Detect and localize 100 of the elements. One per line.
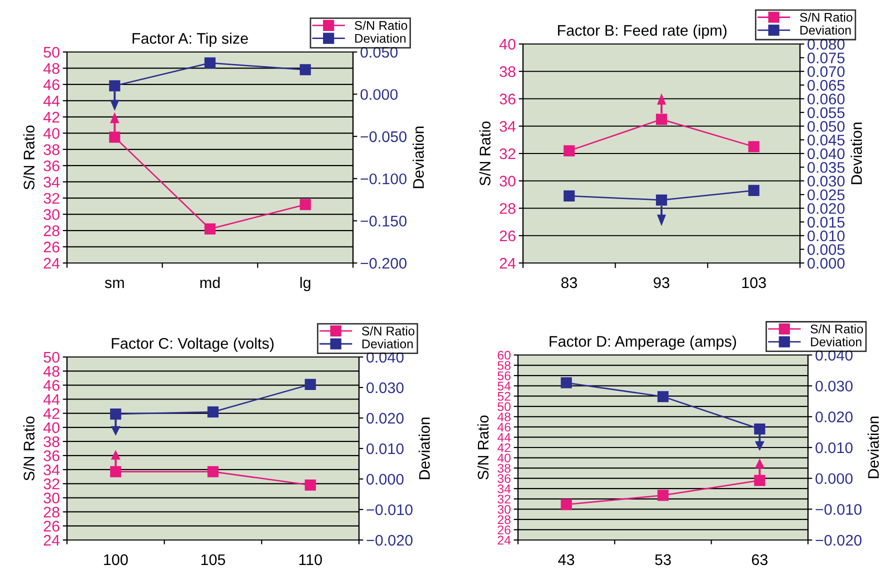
point [109,80,120,92]
x-tick-label: 110 [299,554,322,566]
y2-axis-title: Deviation [850,122,862,184]
y-tick-label: 28 [498,515,511,524]
point [560,377,572,388]
y-tick-label: 30 [44,209,60,220]
y-tick-label: 36 [500,94,516,104]
y-tick-label: 42 [43,408,60,419]
y-tick-label: 34 [44,464,60,476]
point [204,223,216,234]
y-tick-label: 40 [499,38,516,50]
x-tick-label: 93 [654,277,670,288]
y-tick-label: 28 [44,506,60,518]
point [207,406,219,418]
y-tick-label: 36 [44,450,60,462]
x-tick-label: md [200,276,220,288]
x-tick-label: 63 [752,554,768,566]
y-tick-label: 36 [498,474,511,483]
point [754,474,766,486]
y-tick-label: 56 [498,371,511,380]
y2-tick-label: 0.040 [808,148,845,160]
legend-label: Deviation [811,337,862,346]
y-tick-label: 32 [44,478,60,490]
legend-label: S/N Ratio [362,326,414,336]
y-tick-label: 44 [43,96,60,106]
y2-tick-label: −0.200 [360,258,406,269]
y2-tick-label: 0.050 [360,46,398,58]
y2-tick-label: −0.150 [360,216,406,226]
legend-label: S/N Ratio [800,12,852,22]
point [564,145,575,156]
y-tick-label: 48 [43,63,60,74]
y-tick-label: 28 [500,203,516,214]
y-tick-label: 46 [43,79,60,90]
y2-tick-label: 0.045 [808,134,845,146]
y-tick-label: 36 [44,160,60,172]
y2-tick-label: 0.060 [808,94,845,104]
y2-tick-label: 0.040 [366,352,404,363]
y2-tick-label: 0.020 [366,412,404,424]
y-tick-label: 46 [43,380,60,391]
y2-tick-label: 0.080 [808,38,845,50]
y-tick-label: 52 [498,392,510,401]
y2-tick-label: 0.030 [808,176,845,187]
x-tick-label: 105 [201,554,226,566]
y-tick-label: 24 [500,258,516,269]
chart-title: Factor D: Amperage (amps) [550,336,736,350]
y2-tick-label: 0.010 [808,230,845,242]
point [300,64,311,76]
chart-title: Factor B: Feed rate (ipm) [558,24,726,39]
y-tick-label: 24 [44,534,60,546]
y-tick-label: 42 [43,112,60,122]
point [204,57,216,69]
y-tick-label: 42 [497,443,510,452]
y2-tick-label: −0.020 [366,534,412,546]
y-tick-label: 54 [498,382,511,390]
y2-tick-label: −0.010 [366,504,412,516]
y2-axis-title: Deviation [418,418,430,480]
legend-label: Deviation [800,25,851,35]
y2-tick-label: −0.020 [816,534,862,546]
legend-label: Deviation [362,339,413,348]
y-tick-label: 48 [43,366,60,377]
y-tick-label: 32 [44,192,60,204]
y-tick-label: 34 [500,120,516,132]
y-tick-label: 24 [498,536,511,545]
y2-axis-title: Deviation [412,126,424,188]
y-tick-label: 44 [43,394,60,405]
y2-tick-label: 0.070 [808,66,845,78]
y2-tick-label: −0.010 [816,504,862,515]
legend-label: S/N Ratio [354,20,408,30]
chart-title: Factor A: Tip size [132,32,248,47]
y-tick-label: 50 [44,352,60,363]
point [748,141,760,152]
y2-tick-label: 0.015 [808,216,845,228]
y-tick-label: 50 [44,46,60,58]
y2-tick-label: 0.000 [360,89,398,100]
y2-tick-label: 0.040 [816,350,853,361]
y2-tick-label: −0.100 [360,173,406,184]
point [748,184,760,196]
y2-tick-label: 0.030 [816,380,853,392]
y2-tick-label: 0.020 [816,412,853,422]
y-tick-label: 58 [498,361,511,370]
x-tick-label: 53 [655,554,671,566]
y-tick-label: 30 [498,504,511,514]
y-tick-label: 32 [498,494,510,504]
y-axis-title: S/N Ratio [477,415,489,480]
x-tick-label: 83 [561,277,577,288]
y-tick-label: 40 [43,422,60,434]
y-axis-title: S/N Ratio [479,121,490,186]
y2-tick-label: 0.005 [808,244,845,255]
x-tick-label: lg [300,276,310,292]
y-tick-label: 40 [43,128,60,139]
y2-tick-label: 0.050 [808,120,845,132]
y2-tick-label: 0.000 [816,473,853,484]
y2-tick-label: 0.010 [366,443,404,454]
point [109,132,120,143]
y-tick-label: 38 [44,436,60,448]
y-tick-label: 32 [500,148,516,160]
y2-tick-label: 0.055 [808,107,845,118]
chart-title: Factor C: Voltage (volts) [112,338,274,352]
y-axis-title: S/N Ratio [23,125,34,190]
y2-tick-label: 0.035 [808,162,845,173]
